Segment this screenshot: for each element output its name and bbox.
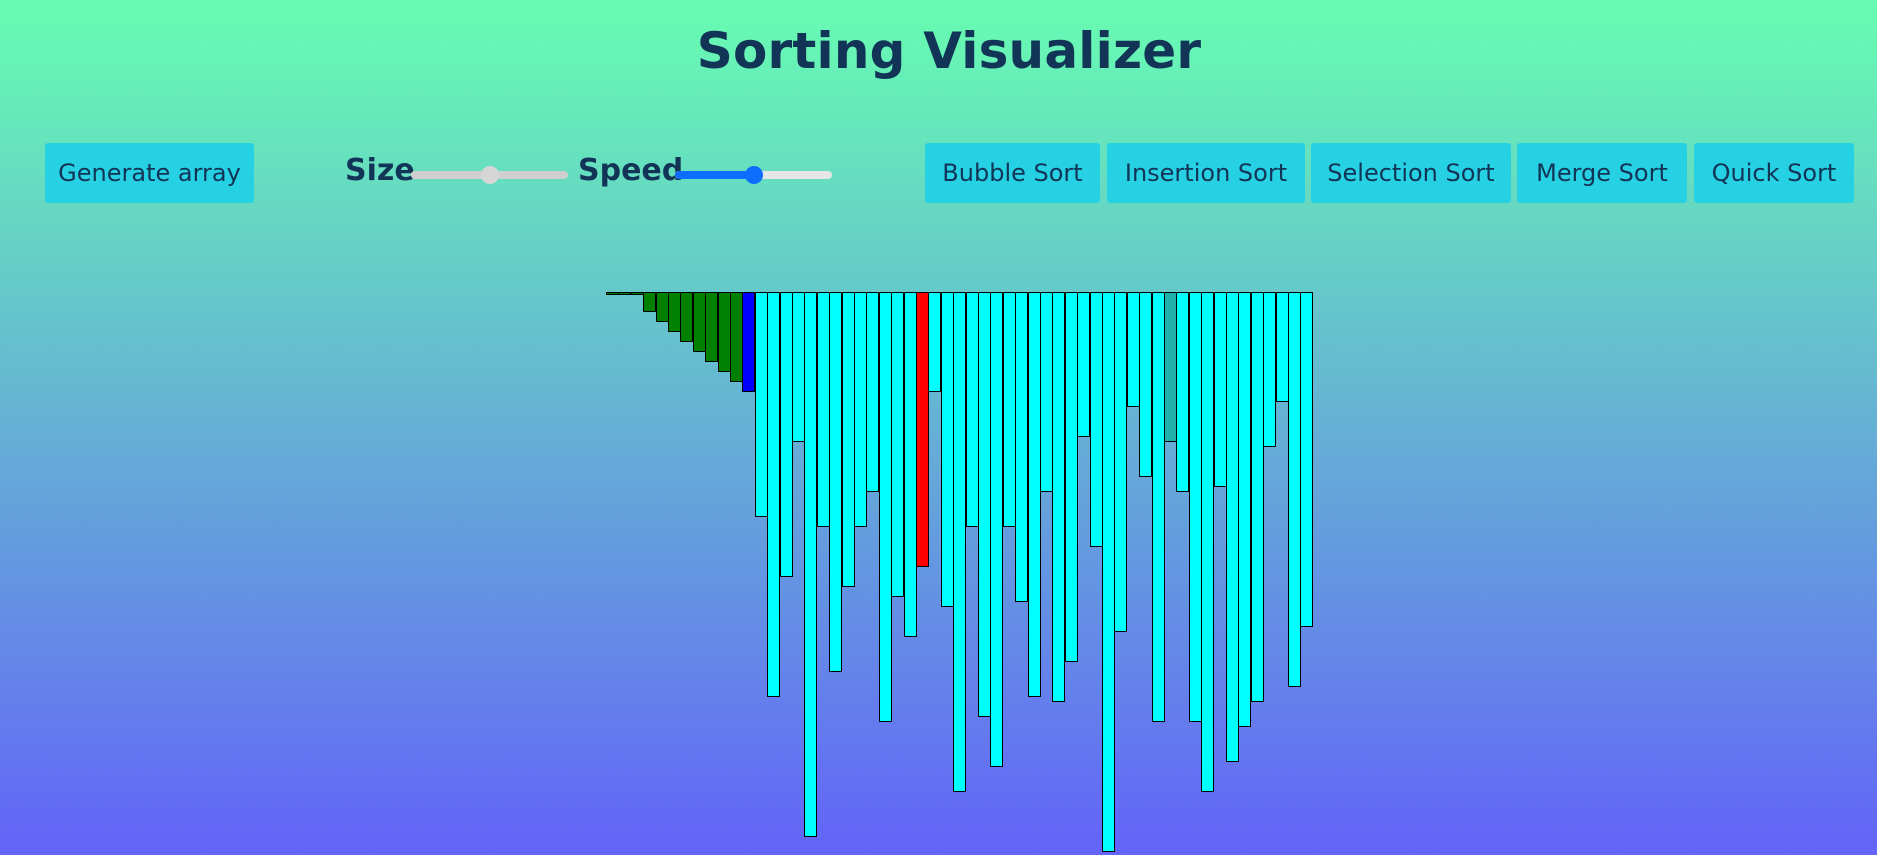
array-bars	[606, 292, 1313, 852]
array-bar	[1263, 292, 1276, 447]
array-bar	[1015, 292, 1028, 602]
array-bar	[1238, 292, 1251, 727]
array-bar	[1139, 292, 1152, 477]
array-bar	[866, 292, 879, 492]
array-bar	[928, 292, 941, 392]
array-bar	[1176, 292, 1189, 492]
array-bar	[643, 292, 656, 312]
merge-sort-button[interactable]: Merge Sort	[1517, 143, 1687, 203]
array-bar	[916, 292, 929, 567]
array-bar	[1300, 292, 1313, 627]
array-bar	[680, 292, 693, 342]
array-bar	[618, 292, 631, 295]
selection-sort-button[interactable]: Selection Sort	[1311, 143, 1511, 203]
array-bar	[767, 292, 780, 697]
array-bar	[1077, 292, 1090, 437]
insertion-sort-button[interactable]: Insertion Sort	[1107, 143, 1305, 203]
quick-sort-button[interactable]: Quick Sort	[1694, 143, 1854, 203]
array-bar	[742, 292, 755, 392]
array-bar	[990, 292, 1003, 767]
size-slider-fill	[411, 171, 490, 179]
array-bar	[804, 292, 817, 837]
speed-slider-fill	[675, 171, 754, 179]
array-bar	[891, 292, 904, 597]
array-bar	[1114, 292, 1127, 632]
speed-slider[interactable]	[675, 164, 832, 186]
array-bar	[1201, 292, 1214, 792]
array-bar	[953, 292, 966, 792]
speed-slider-thumb[interactable]	[745, 166, 763, 184]
size-label: Size	[345, 153, 415, 188]
array-bar	[1065, 292, 1078, 662]
size-slider[interactable]	[411, 164, 568, 186]
array-bar	[1251, 292, 1264, 702]
bubble-sort-button[interactable]: Bubble Sort	[925, 143, 1100, 203]
array-bar	[1028, 292, 1041, 697]
array-bar	[829, 292, 842, 672]
array-bar	[1152, 292, 1165, 722]
array-bar	[1052, 292, 1065, 702]
page-title: Sorting Visualizer	[696, 22, 1202, 80]
array-bar	[705, 292, 718, 362]
speed-label: Speed	[578, 153, 684, 188]
generate-array-button[interactable]: Generate array	[45, 143, 254, 203]
size-slider-thumb[interactable]	[481, 166, 499, 184]
